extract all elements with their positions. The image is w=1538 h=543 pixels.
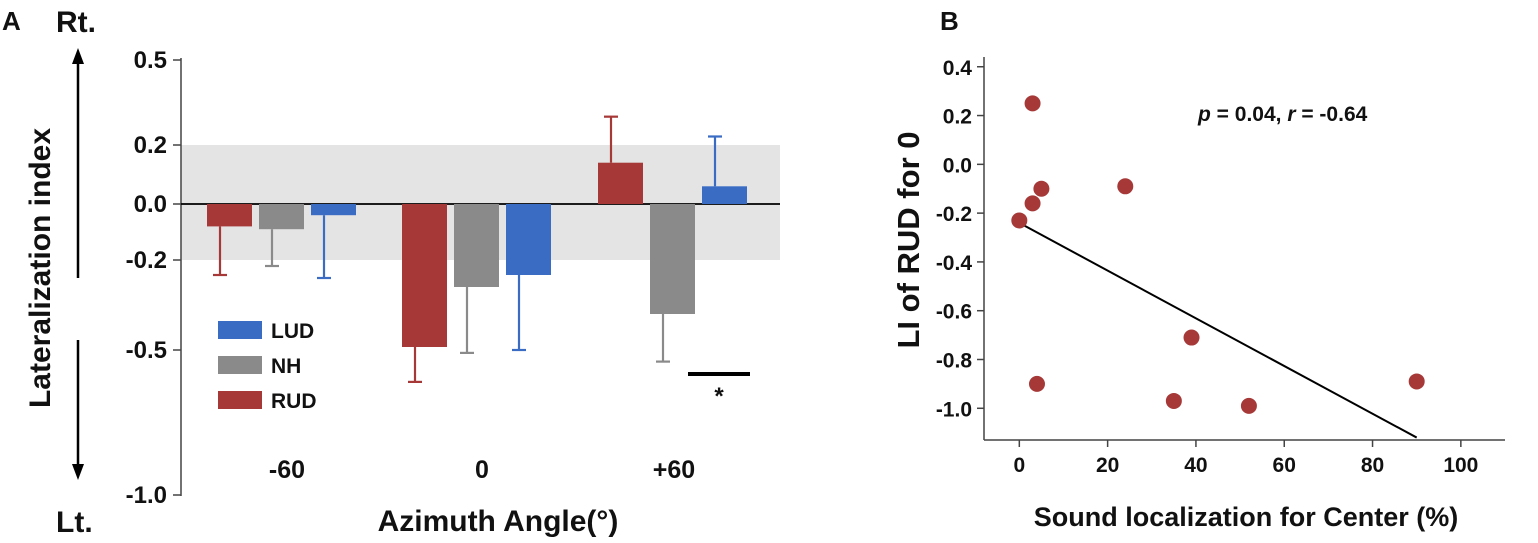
regression-line bbox=[1018, 222, 1418, 439]
x-tick-label-b: 100 bbox=[1443, 454, 1478, 477]
y-axis-label-a: Lateralization index bbox=[24, 128, 57, 408]
scatter-point bbox=[1408, 373, 1425, 390]
legend-swatch-rud bbox=[218, 391, 262, 409]
p-value: = 0.04, bbox=[1211, 103, 1287, 126]
y-tick-label-b: 0.0 bbox=[943, 154, 972, 177]
legend-label-nh: NH bbox=[271, 355, 301, 378]
x-tick-label-b: 0 bbox=[1013, 454, 1025, 477]
x-tick-label-b: 40 bbox=[1184, 454, 1207, 477]
r-value: = -0.64 bbox=[1296, 103, 1368, 126]
y-tick-label-a: -0.5 bbox=[126, 337, 167, 364]
panel-label-a: A bbox=[2, 6, 21, 36]
y-tick-label-a: -1.0 bbox=[126, 482, 167, 509]
y-tick-label-b: -0.4 bbox=[936, 252, 973, 275]
y-axis-label-b: LI of RUD for 0 bbox=[891, 132, 926, 349]
legend-label-rud: RUD bbox=[271, 390, 317, 413]
x-category-label: +60 bbox=[653, 456, 695, 484]
scatter-point bbox=[1033, 180, 1050, 197]
x-category-label: 0 bbox=[475, 456, 489, 484]
significance-marker: * bbox=[714, 383, 724, 410]
p-label: p bbox=[1197, 103, 1211, 126]
x-tick-label-b: 80 bbox=[1361, 454, 1384, 477]
y-tick-label-a: 0.0 bbox=[134, 191, 167, 218]
lt-label: Lt. bbox=[56, 506, 93, 539]
y-tick-label-a: 0.2 bbox=[134, 132, 167, 159]
scatter-point bbox=[1028, 375, 1045, 392]
y-tick-label-b: -0.6 bbox=[936, 301, 972, 324]
legend-swatch-nh bbox=[218, 356, 262, 374]
bar-rud bbox=[598, 162, 643, 204]
scatter-point bbox=[1024, 195, 1041, 212]
x-tick-label-b: 60 bbox=[1273, 454, 1296, 477]
x-axis-label-b: Sound localization for Center (%) bbox=[1034, 502, 1459, 532]
x-axis-label-a: Azimuth Angle(°) bbox=[378, 505, 619, 538]
bar-lud bbox=[311, 204, 356, 216]
x-tick-label-b: 20 bbox=[1096, 454, 1119, 477]
scatter-point bbox=[1165, 392, 1182, 409]
bar-rud bbox=[207, 204, 252, 227]
legend-swatch-lud bbox=[218, 321, 262, 339]
legend-label-lud: LUD bbox=[271, 320, 314, 343]
scatter-point bbox=[1024, 95, 1041, 112]
panel-a-plot: 0.5 0.2 0.0 -0.2 -0.5 -1.0 -60 0 +60 LUD NH RUD * bbox=[126, 47, 780, 509]
x-category-label: -60 bbox=[269, 456, 305, 484]
scatter-point bbox=[1240, 397, 1257, 414]
bar-nh bbox=[454, 204, 499, 287]
y-tick-label-b: -0.2 bbox=[936, 203, 972, 226]
bar-rud bbox=[402, 204, 447, 347]
rt-label: Rt. bbox=[56, 6, 96, 39]
y-tick-label-a: 0.5 bbox=[134, 47, 167, 74]
scatter-point bbox=[1011, 212, 1028, 229]
y-tick-label-b: -0.8 bbox=[936, 349, 973, 372]
panel-b-plot: 0.4 0.2 0.0 -0.2 -0.4 -0.6 -0.8 -1.0 0 20 40 60 80 10… bbox=[936, 57, 1505, 477]
r-label: r bbox=[1287, 103, 1297, 126]
bar-lud bbox=[506, 204, 551, 275]
scatter-point bbox=[1117, 178, 1134, 195]
y-tick-label-b: 0.4 bbox=[943, 57, 973, 80]
y-tick-label-b: 0.2 bbox=[943, 106, 972, 129]
bar-nh bbox=[259, 204, 304, 230]
bar-nh bbox=[650, 204, 695, 314]
y-tick-label-a: -0.2 bbox=[126, 247, 167, 274]
bar-lud bbox=[702, 186, 747, 204]
panel-label-b: B bbox=[940, 6, 959, 36]
direction-arrow-icon bbox=[72, 48, 84, 480]
y-tick-label-b: -1.0 bbox=[936, 398, 972, 421]
stats-annotation: p = 0.04, r = -0.64 bbox=[1197, 103, 1368, 126]
scatter-point bbox=[1183, 329, 1200, 346]
